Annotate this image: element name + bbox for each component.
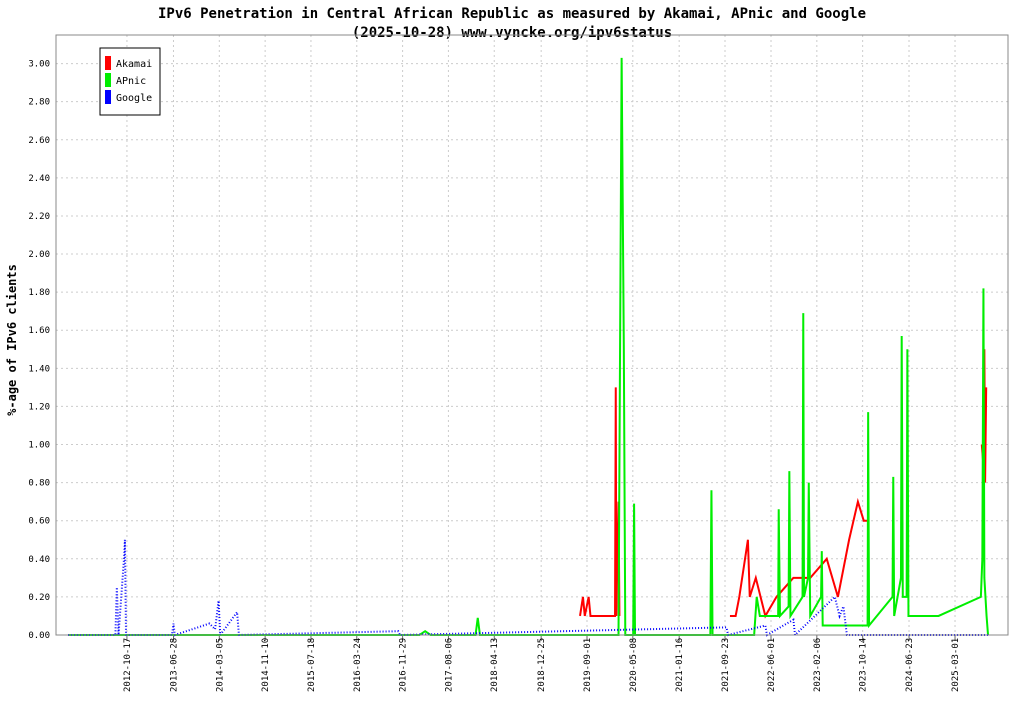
y-tick-label: 2.20 bbox=[28, 212, 50, 222]
y-tick-label: 2.60 bbox=[28, 136, 50, 146]
series-line bbox=[68, 539, 989, 638]
x-tick-label: 2014-11-10 bbox=[261, 638, 271, 692]
x-tick-label: 2016-11-29 bbox=[399, 638, 409, 692]
x-tick-label: 2024-06-23 bbox=[905, 638, 915, 692]
x-tick-label: 2018-04-13 bbox=[490, 638, 500, 692]
x-tick-label: 2013-06-28 bbox=[169, 638, 179, 692]
legend-swatch bbox=[105, 73, 111, 87]
y-tick-label: 2.40 bbox=[28, 174, 50, 184]
legend-swatch bbox=[105, 90, 111, 104]
y-axis-label: %-age of IPv6 clients bbox=[5, 264, 19, 416]
x-tick-label: 2023-10-14 bbox=[859, 638, 869, 692]
y-tick-label: 1.40 bbox=[28, 364, 50, 374]
x-tick-label: 2019-09-01 bbox=[583, 638, 593, 692]
y-tick-label: 1.60 bbox=[28, 326, 50, 336]
x-tick-label: 2021-01-16 bbox=[675, 638, 685, 692]
y-tick-label: 0.20 bbox=[28, 593, 50, 603]
x-tick-label: 2021-09-23 bbox=[721, 638, 731, 692]
legend-swatch bbox=[105, 56, 111, 70]
y-tick-label: 1.20 bbox=[28, 402, 50, 412]
x-tick-label: 2022-06-01 bbox=[767, 638, 777, 692]
x-tick-label: 2025-03-01 bbox=[951, 638, 961, 692]
y-tick-label: 3.00 bbox=[28, 60, 50, 70]
plot-frame bbox=[55, 34, 1009, 636]
y-tick-label: 0.00 bbox=[28, 631, 50, 641]
y-tick-label: 1.00 bbox=[28, 441, 50, 451]
chart-subtitle: (2025-10-28) www.vyncke.org/ipv6status bbox=[352, 25, 672, 41]
legend-label: Google bbox=[116, 93, 152, 104]
x-tick-label: 2020-05-08 bbox=[629, 638, 639, 692]
grid: 0.00 0.20 0.40 0.60 0.80 1.00 1.20 1.40 1.60 1.80… bbox=[28, 35, 1008, 692]
y-tick-label: 0.40 bbox=[28, 555, 50, 565]
x-tick-label: 2018-12-25 bbox=[537, 638, 547, 692]
chart-title: IPv6 Penetration in Central African Repu… bbox=[158, 6, 866, 22]
x-tick-label: 2015-07-18 bbox=[307, 638, 317, 692]
x-tick-label: 2017-08-06 bbox=[444, 638, 454, 692]
y-tick-label: 2.00 bbox=[28, 250, 50, 260]
legend-label: Akamai bbox=[116, 59, 152, 70]
y-tick-label: 2.80 bbox=[28, 98, 50, 108]
x-tick-label: 2016-03-24 bbox=[353, 638, 363, 692]
plot-lines bbox=[68, 57, 990, 638]
y-tick-label: 0.80 bbox=[28, 479, 50, 489]
y-tick-label: 0.60 bbox=[28, 517, 50, 527]
x-tick-label: 2023-02-06 bbox=[813, 638, 823, 692]
series-line bbox=[68, 57, 990, 636]
y-tick-label: 1.80 bbox=[28, 288, 50, 298]
x-tick-label: 2014-03-05 bbox=[215, 638, 225, 692]
legend-label: APnic bbox=[116, 76, 146, 87]
legend: Akamai APnic Google bbox=[99, 47, 161, 116]
x-tick-label: 2012-10-17 bbox=[123, 638, 133, 692]
